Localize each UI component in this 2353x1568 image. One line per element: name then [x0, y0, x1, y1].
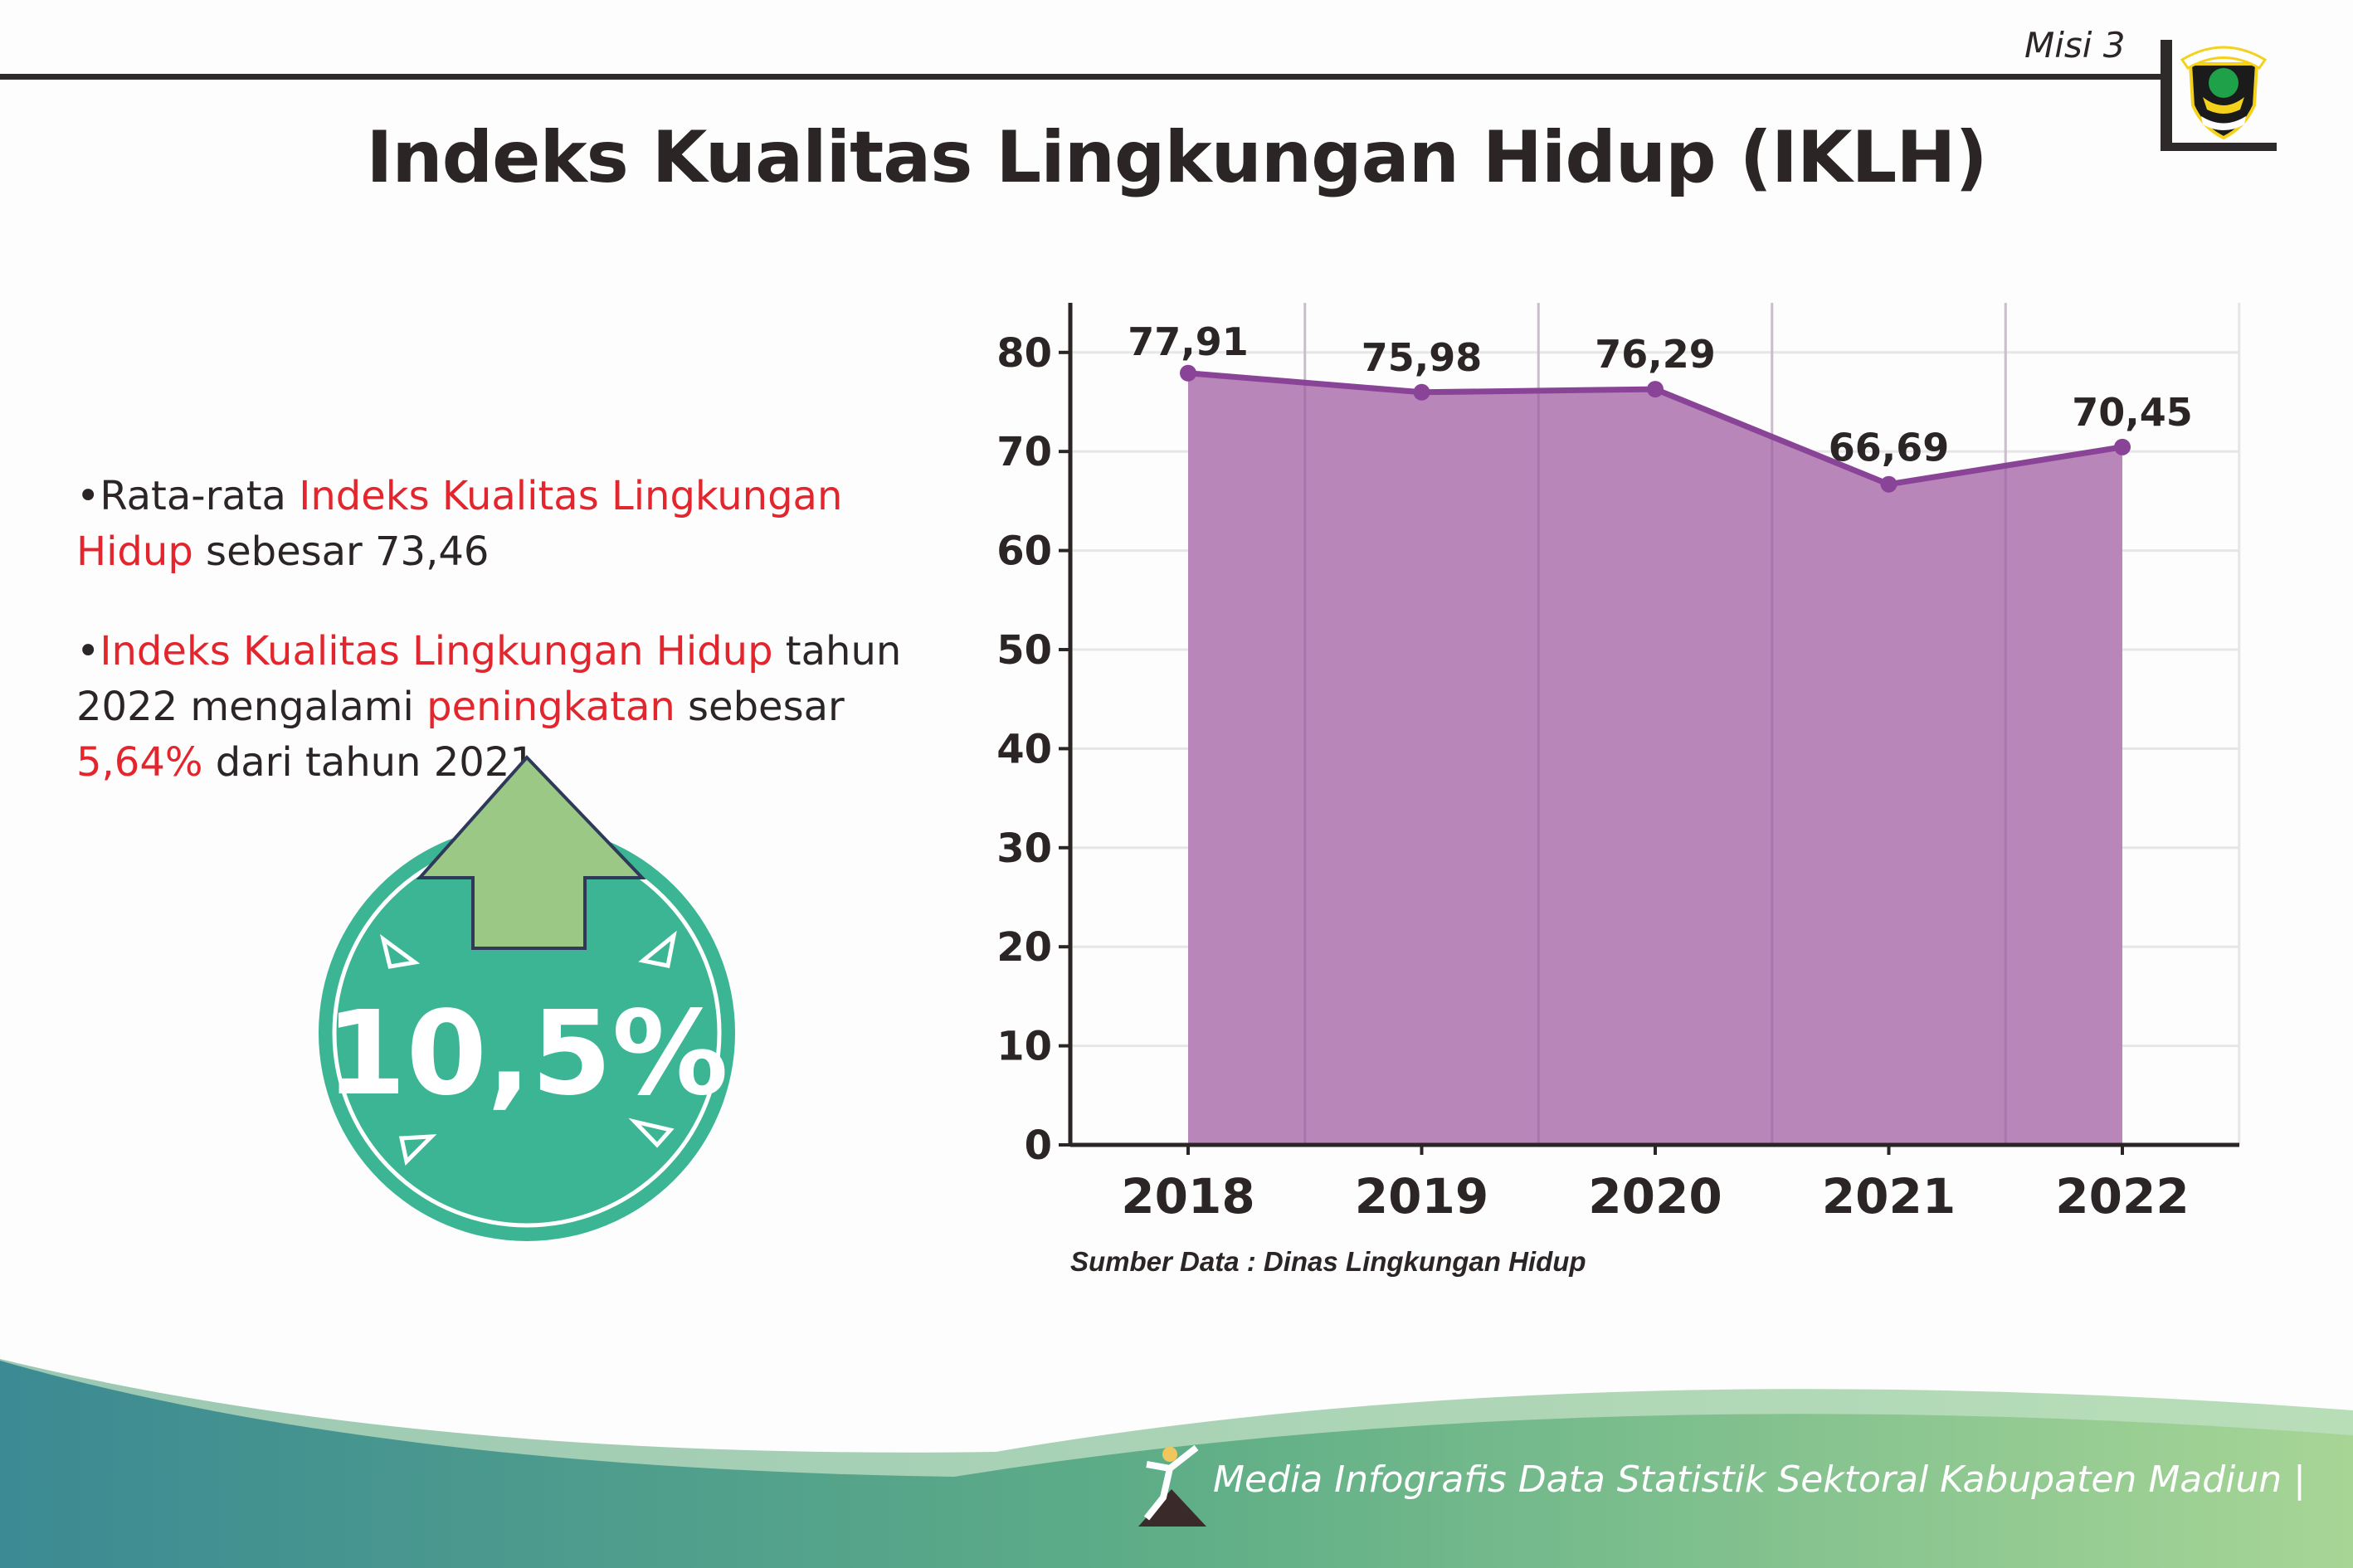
y-tick-label: 60	[996, 528, 1052, 575]
bullet-highlight: Indeks Kualitas Lingkungan Hidup	[100, 628, 773, 674]
sparkle-icons	[379, 930, 677, 1166]
data-point	[1647, 381, 1664, 398]
data-label: 75,98	[1362, 335, 1483, 380]
bullet-highlight: peningkatan	[426, 684, 675, 730]
kabupaten-madiun-logo	[2180, 46, 2268, 140]
y-tick-label: 40	[996, 726, 1052, 772]
x-tick-label: 2021	[1822, 1168, 1956, 1225]
bullet-text: dari tahun 2021	[202, 739, 535, 786]
header-rule	[0, 74, 2165, 80]
bullet-text: sebesar	[675, 684, 845, 730]
x-tick-label: 2019	[1355, 1168, 1488, 1225]
x-tick-label: 2018	[1121, 1168, 1254, 1225]
footer-text: Media Infografis Data Statistik Sektoral…	[1213, 1458, 2306, 1501]
logo-bracket-base	[2161, 143, 2277, 151]
y-tick-label: 30	[996, 825, 1052, 872]
data-point	[1880, 475, 1898, 493]
x-tick-label: 2020	[1588, 1168, 1722, 1225]
data-point	[1413, 383, 1430, 401]
data-source: Sumber Data : Dinas Lingkungan Hidup	[1070, 1246, 1586, 1277]
summary-bullet-average: •Rata-rata Indeks Kualitas Lingkungan Hi…	[76, 473, 843, 575]
up-arrow-icon	[416, 755, 646, 950]
summary-bullet-change: •Indeks Kualitas Lingkungan Hidup tahun …	[76, 628, 902, 786]
bullet-text: Rata-rata	[100, 473, 300, 519]
bullet-text: sebesar 73,46	[192, 528, 490, 575]
y-tick-label: 50	[996, 627, 1052, 674]
y-tick-label: 20	[996, 924, 1052, 971]
iklh-area-chart: 77,91 75,98 76,29 66,69 70,45 0 10 20 30 40 50 60 7…	[996, 303, 2241, 1225]
page-title: Indeks Kualitas Lingkungan Hidup (IKLH)	[366, 116, 1987, 199]
section-label: Misi 3	[2024, 25, 2126, 66]
data-label: 76,29	[1595, 332, 1716, 377]
growth-badge: 10,5%	[319, 755, 735, 1241]
logo-bracket	[2161, 40, 2172, 151]
bullet-text: tahun 2022 mengalami	[76, 628, 902, 730]
y-tick-label: 0	[1025, 1122, 1052, 1169]
bullet-highlight: 5,64%	[76, 739, 203, 786]
x-tick-label: 2022	[2055, 1168, 2189, 1225]
data-label: 66,69	[1829, 426, 1950, 470]
y-tick-label: 80	[996, 330, 1052, 377]
badge-value: 10,5%	[325, 986, 728, 1122]
data-label: 77,91	[1128, 319, 1249, 364]
area-fill	[1188, 373, 2122, 1145]
y-tick-label: 70	[996, 429, 1052, 475]
footer-mascot-icon	[1138, 1444, 1206, 1527]
data-point	[1180, 364, 1196, 382]
bullet-highlight: Indeks Kualitas Lingkungan Hidup	[76, 473, 843, 575]
data-label: 70,45	[2072, 390, 2193, 435]
y-tick-label: 10	[996, 1024, 1052, 1070]
data-point	[2114, 438, 2131, 455]
